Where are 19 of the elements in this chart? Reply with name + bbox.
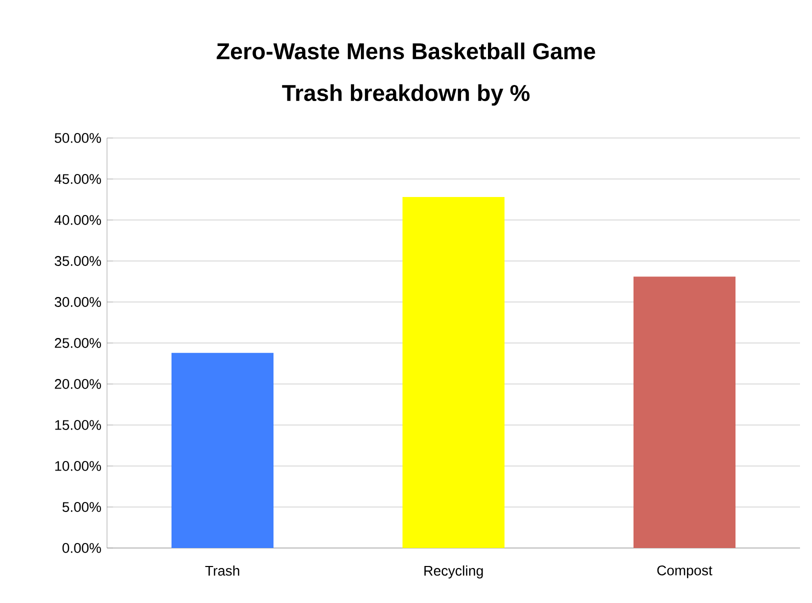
bar	[402, 197, 505, 548]
bar	[634, 276, 736, 548]
y-tick-label: 40.00%	[54, 215, 101, 225]
x-tick-label: Compost	[657, 565, 712, 578]
y-tick-label: 25.00%	[54, 338, 101, 348]
y-tick-label: 50.00%	[54, 133, 101, 143]
bar	[172, 352, 274, 548]
y-tick-label: 30.00%	[54, 297, 101, 307]
chart-title: Zero-Waste Mens Basketball Game	[216, 42, 596, 60]
x-tick-label: Recycling	[424, 565, 483, 578]
y-tick-label: 10.00%	[55, 461, 101, 471]
x-tick-label: Trash	[205, 565, 240, 576]
y-tick-label: 0.00%	[62, 543, 101, 553]
y-tick-label: 5.00%	[62, 502, 101, 512]
chart-subtitle: Trash breakdown by %	[282, 84, 530, 106]
y-tick-label: 35.00%	[54, 256, 101, 266]
y-tick-label: 15.00%	[55, 420, 101, 430]
y-tick-label: 20.00%	[54, 379, 101, 389]
y-tick-label: 45.00%	[54, 174, 101, 184]
